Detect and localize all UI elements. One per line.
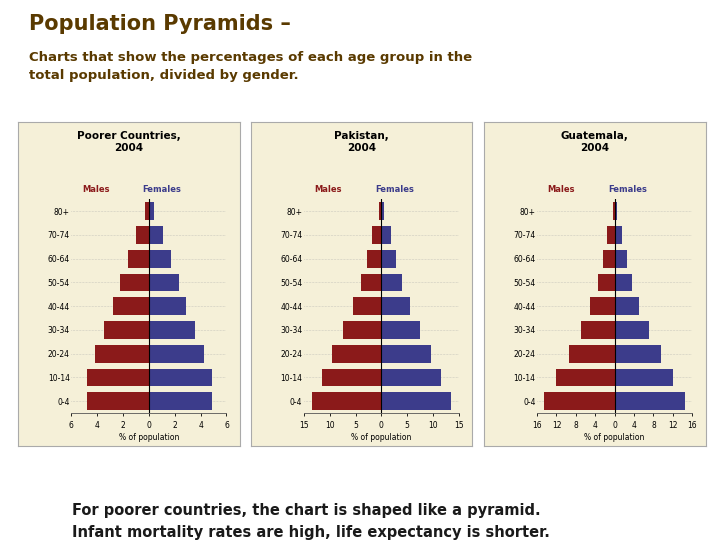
Text: Guatemala,
2004: Guatemala, 2004	[561, 131, 629, 153]
Bar	[312, 392, 382, 410]
Bar	[382, 273, 402, 292]
Text: Females: Females	[143, 185, 181, 194]
Bar	[382, 345, 431, 363]
Bar	[382, 321, 420, 339]
Bar	[149, 202, 154, 220]
Bar	[581, 321, 615, 339]
Text: Females: Females	[608, 185, 647, 194]
Text: For poorer countries, the chart is shaped like a pyramid.
Infant mortality rates: For poorer countries, the chart is shape…	[72, 503, 550, 540]
Text: Males: Males	[548, 185, 575, 194]
Bar	[382, 249, 396, 267]
X-axis label: % of population: % of population	[585, 433, 645, 442]
X-axis label: % of population: % of population	[119, 433, 179, 442]
Text: Pakistan,
2004: Pakistan, 2004	[334, 131, 389, 153]
Bar	[382, 297, 410, 315]
Bar	[353, 297, 382, 315]
Bar	[372, 226, 382, 244]
Bar	[128, 249, 149, 267]
Bar	[149, 368, 212, 387]
Bar	[557, 368, 615, 387]
Bar	[149, 297, 186, 315]
Bar	[86, 368, 149, 387]
Bar	[382, 226, 391, 244]
Text: Females: Females	[375, 185, 414, 194]
Bar	[544, 392, 615, 410]
Bar	[145, 202, 149, 220]
Bar	[615, 226, 622, 244]
Bar	[608, 226, 615, 244]
Bar	[149, 273, 179, 292]
Bar	[322, 368, 382, 387]
Bar	[603, 249, 615, 267]
Bar	[615, 345, 661, 363]
Bar	[343, 321, 382, 339]
Bar	[615, 273, 631, 292]
Bar	[149, 345, 204, 363]
Bar	[615, 392, 685, 410]
Bar	[112, 297, 149, 315]
X-axis label: % of population: % of population	[351, 433, 412, 442]
Bar	[569, 345, 615, 363]
Bar	[590, 297, 615, 315]
Text: Males: Males	[82, 185, 109, 194]
Bar	[149, 321, 195, 339]
Bar	[94, 345, 149, 363]
Text: Males: Males	[315, 185, 342, 194]
Bar	[382, 368, 441, 387]
Bar	[615, 202, 616, 220]
Bar	[367, 249, 382, 267]
Text: Poorer Countries,
2004: Poorer Countries, 2004	[77, 131, 181, 153]
Bar	[382, 202, 384, 220]
Bar	[136, 226, 149, 244]
Bar	[120, 273, 149, 292]
Bar	[379, 202, 382, 220]
Bar	[613, 202, 615, 220]
Bar	[615, 297, 639, 315]
Bar	[615, 368, 673, 387]
Bar	[361, 273, 382, 292]
Bar	[615, 321, 649, 339]
Bar	[615, 249, 627, 267]
Bar	[86, 392, 149, 410]
Text: Charts that show the percentages of each age group in the
total population, divi: Charts that show the percentages of each…	[29, 51, 472, 82]
Bar	[149, 249, 171, 267]
Bar	[149, 226, 163, 244]
Bar	[149, 392, 212, 410]
Text: Population Pyramids –: Population Pyramids –	[29, 14, 291, 33]
Bar	[332, 345, 382, 363]
Bar	[598, 273, 615, 292]
Bar	[382, 392, 451, 410]
Bar	[104, 321, 149, 339]
